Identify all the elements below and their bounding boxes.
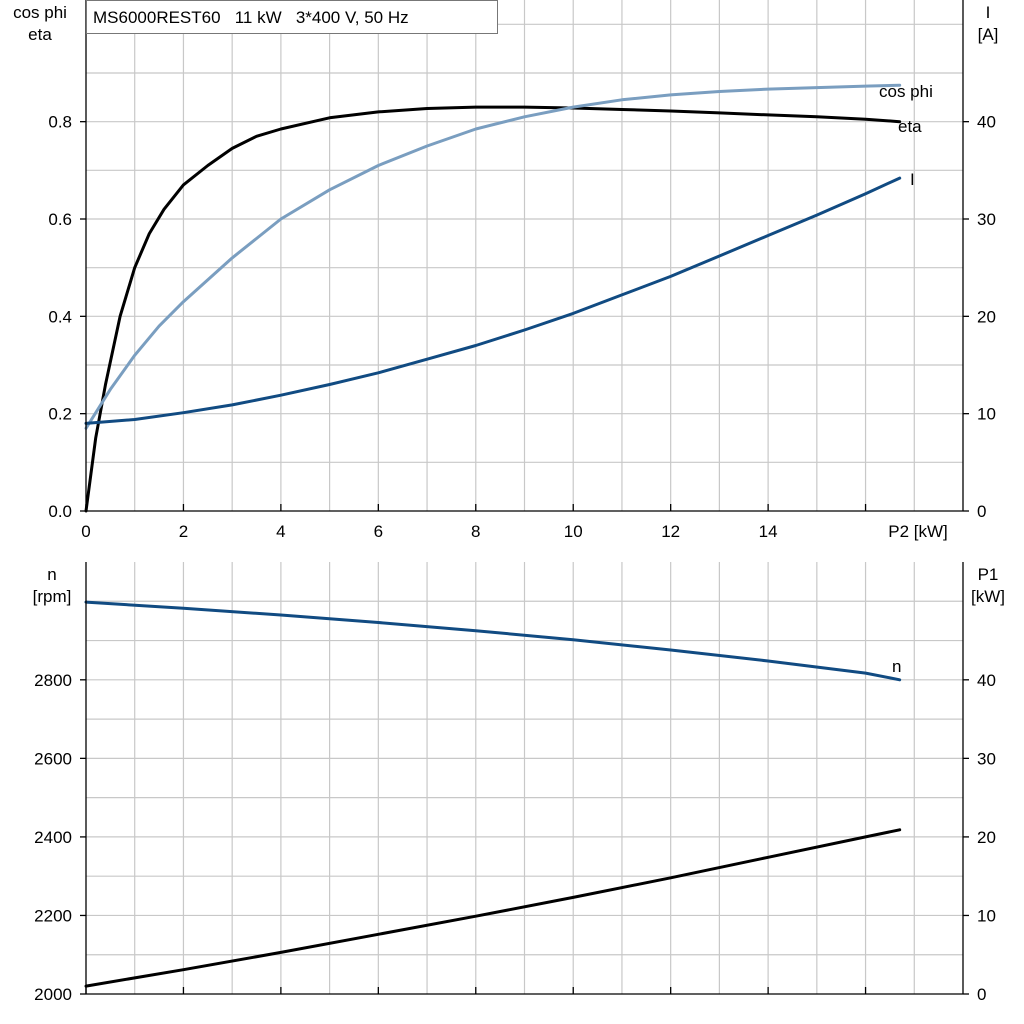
series-line-eta [84, 105, 902, 513]
series-line-n [84, 600, 902, 682]
right-tick-label: 20 [977, 828, 996, 847]
left-axis-unit: [rpm] [33, 587, 72, 606]
right-tick-label: 0 [977, 985, 986, 1004]
x-axis-label: P2 [kW] [888, 522, 948, 541]
x-tick-label: 6 [374, 522, 383, 541]
left-tick-label: 0.0 [48, 502, 72, 521]
series-label-n: n [892, 657, 901, 676]
x-tick-label: 12 [661, 522, 680, 541]
left-tick-label: 0.4 [48, 307, 72, 326]
x-tick-label: 10 [564, 522, 583, 541]
x-tick-label: 2 [179, 522, 188, 541]
series-line-i [84, 176, 902, 425]
chart-title: MS6000REST60 11 kW 3*400 V, 50 Hz [93, 8, 409, 27]
right-tick-label: 30 [977, 210, 996, 229]
left-axis-label: cos phi [13, 3, 67, 22]
right-tick-label: 40 [977, 671, 996, 690]
series-label-cos-phi: cos phi [879, 82, 933, 101]
left-tick-label: 2400 [34, 828, 72, 847]
right-axis-label: I [986, 3, 991, 22]
left-tick-label: 0.2 [48, 405, 72, 424]
x-tick-label: 14 [759, 522, 778, 541]
series-label-i: I [910, 170, 915, 189]
series-label-eta: eta [898, 117, 922, 136]
chart-title-box [86, 0, 498, 34]
left-tick-label: 2800 [34, 671, 72, 690]
right-tick-label: 0 [977, 502, 986, 521]
right-tick-label: 10 [977, 405, 996, 424]
right-tick-label: 10 [977, 906, 996, 925]
right-tick-label: 40 [977, 113, 996, 132]
series-line-p1 [84, 828, 902, 988]
left-tick-label: 2600 [34, 749, 72, 768]
text-layer: 0 2 4 6 8 10 12 14 P2 [kW] 0.0 0.2 0.4 0.6 0.8 0 10 20 30… [13, 0, 1005, 1004]
left-tick-label: 2200 [34, 906, 72, 925]
right-tick-label: 20 [977, 307, 996, 326]
x-tick-label: 4 [276, 522, 285, 541]
left-axis-unit: eta [28, 25, 52, 44]
x-tick-label: 0 [81, 522, 90, 541]
left-tick-label: 2000 [34, 985, 72, 1004]
series-line-cos-phi [84, 83, 902, 430]
axes-layer [80, 0, 969, 995]
x-tick-label: 8 [471, 522, 480, 541]
left-axis-label: n [47, 565, 56, 584]
right-axis-label: P1 [978, 565, 999, 584]
right-tick-label: 30 [977, 749, 996, 768]
right-axis-unit: [kW] [971, 587, 1005, 606]
left-tick-label: 0.6 [48, 210, 72, 229]
left-tick-label: 0.8 [48, 113, 72, 132]
right-axis-unit: [A] [978, 25, 999, 44]
series-layer [84, 83, 902, 988]
